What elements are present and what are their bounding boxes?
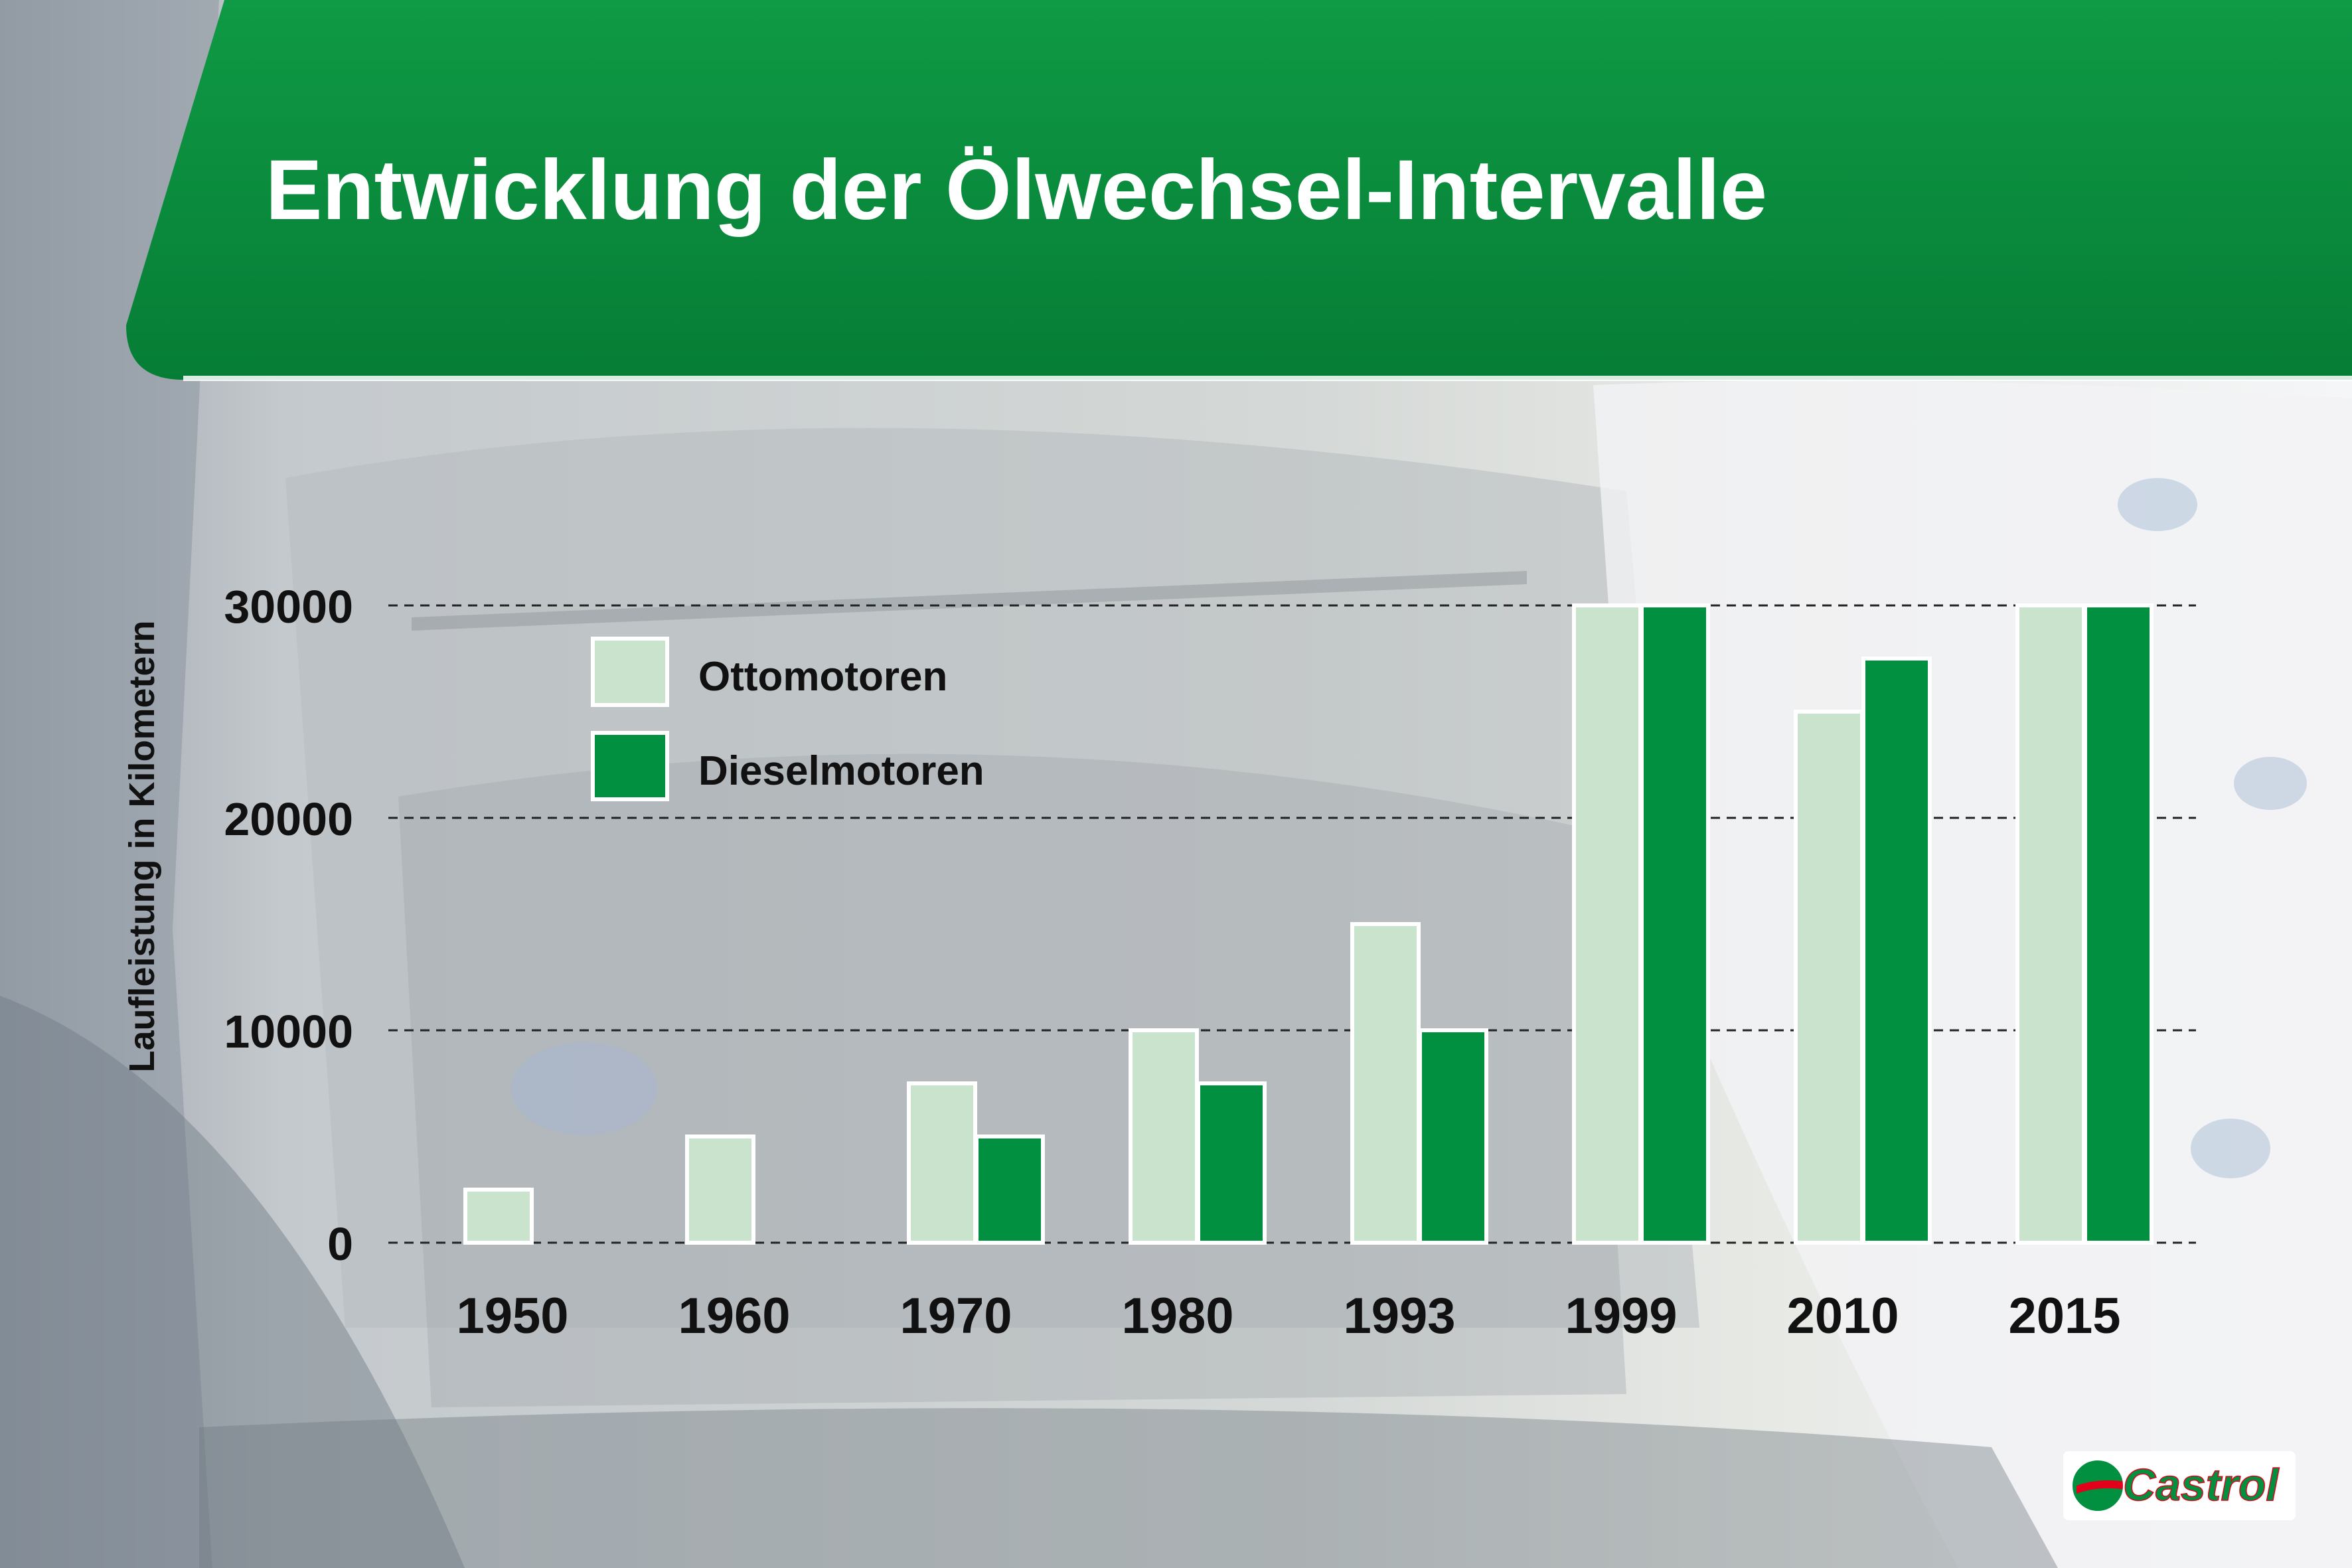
bar-dieselmotoren-2015 [2083, 603, 2154, 1245]
chart-title: Entwicklung der Ölwechsel-Intervalle [266, 143, 1767, 238]
logo-text: Castrol [2123, 1460, 2280, 1510]
bar-dieselmotoren-1993 [1418, 1028, 1488, 1245]
y-axis-label: Laufleistung in Kilometern [122, 620, 162, 1072]
bar-ottomotoren-2015 [2015, 603, 2086, 1245]
x-tick-label: 2010 [1786, 1288, 1899, 1344]
bar-ottomotoren-1950 [463, 1188, 534, 1245]
y-tick-label: 20000 [224, 793, 353, 845]
bar-ottomotoren-2010 [1794, 710, 1864, 1245]
bar-ottomotoren-1970 [907, 1081, 977, 1245]
y-tick-label: 10000 [224, 1006, 353, 1058]
legend: Ottomotoren Dieselmotoren [591, 637, 984, 801]
castrol-logo: Castrol [2063, 1451, 2296, 1520]
legend-swatch-dieselmotoren [591, 731, 669, 801]
bars [463, 603, 2154, 1245]
x-tick-label: 1970 [900, 1288, 1012, 1344]
x-tick-label: 1950 [456, 1288, 568, 1344]
bar-dieselmotoren-1970 [975, 1135, 1045, 1245]
legend-swatch-ottomotoren [591, 637, 669, 707]
bar-ottomotoren-1980 [1129, 1028, 1199, 1245]
bar-ottomotoren-1960 [685, 1135, 755, 1245]
y-tick-labels: 0 10000 20000 30000 [224, 581, 353, 1270]
bar-dieselmotoren-2010 [1861, 657, 1932, 1245]
bar-dieselmotoren-1980 [1196, 1081, 1267, 1245]
legend-label-dieselmotoren: Dieselmotoren [698, 748, 984, 794]
title-banner [126, 0, 2352, 380]
x-tick-label: 2015 [2008, 1288, 2120, 1344]
bar-ottomotoren-1999 [1572, 603, 1642, 1245]
y-tick-label: 0 [327, 1218, 353, 1270]
x-tick-label: 1999 [1565, 1288, 1677, 1344]
x-tick-label: 1993 [1343, 1288, 1455, 1344]
bar-ottomotoren-1993 [1350, 922, 1421, 1245]
bar-dieselmotoren-1999 [1640, 603, 1710, 1245]
x-tick-label: 1960 [678, 1288, 790, 1344]
y-tick-label: 30000 [224, 581, 353, 633]
x-tick-labels: 1950 1960 1970 1980 1993 1999 2010 2015 [456, 1288, 2120, 1344]
legend-label-ottomotoren: Ottomotoren [698, 654, 947, 700]
x-tick-label: 1980 [1121, 1288, 1233, 1344]
